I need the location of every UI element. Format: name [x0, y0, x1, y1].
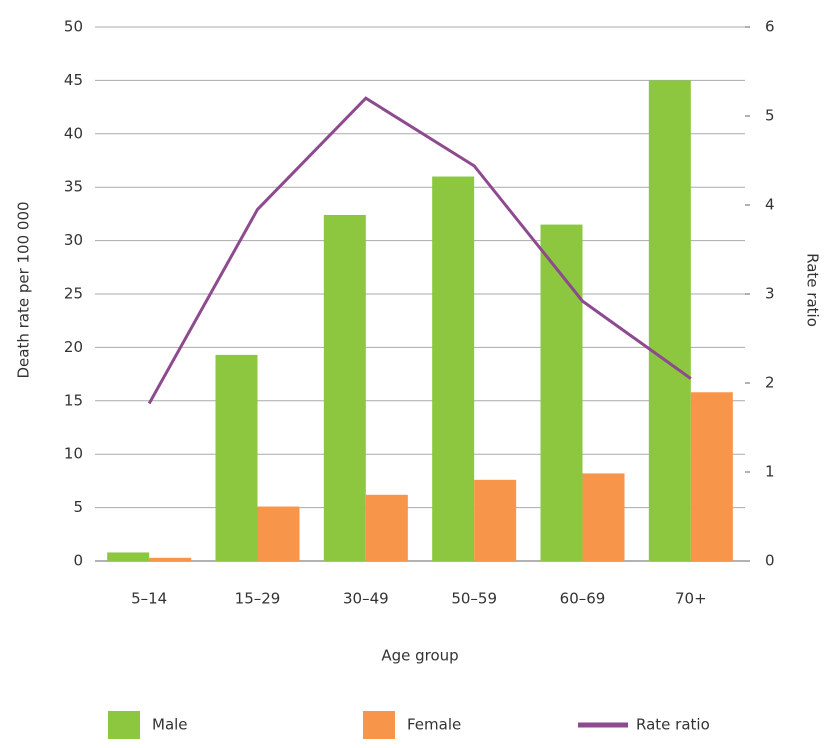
legend-swatch	[363, 711, 395, 739]
legend-label: Rate ratio	[636, 716, 710, 734]
y2-axis-label: Rate ratio	[804, 253, 822, 327]
x-tick-label: 15–29	[235, 590, 281, 608]
y-tick-label: 35	[64, 178, 83, 196]
bar	[257, 506, 300, 561]
bar	[582, 473, 625, 561]
legend-swatch	[108, 711, 140, 739]
legend-label: Male	[152, 716, 188, 734]
x-tick-label: 60–69	[560, 590, 606, 608]
y-tick-label: 5	[73, 498, 83, 516]
bar	[648, 80, 691, 562]
x-axis-label: Age group	[381, 647, 458, 665]
bar	[432, 176, 475, 561]
x-tick-label: 50–59	[451, 590, 497, 608]
bar	[215, 354, 258, 561]
y-tick-label: 15	[64, 391, 83, 409]
bar	[365, 494, 408, 561]
line-series	[147, 96, 692, 405]
bar	[149, 557, 192, 561]
y2-tick-label: 4	[765, 196, 775, 214]
y2-tick-label: 3	[765, 285, 775, 303]
x-tick-label: 5–14	[131, 590, 167, 608]
bar	[107, 552, 150, 561]
bar	[474, 479, 517, 561]
y-tick-label: 20	[64, 338, 83, 356]
y-tick-label: 10	[64, 445, 83, 463]
y-tick-label: 50	[64, 18, 83, 36]
y2-tick-label: 0	[765, 552, 775, 570]
y2-tick-label: 6	[765, 18, 775, 36]
bar	[540, 224, 583, 561]
y2-tick-label: 1	[765, 463, 775, 481]
y-tick-label: 30	[64, 231, 83, 249]
y-tick-label: 45	[64, 71, 83, 89]
bar	[690, 392, 733, 561]
y-tick-label: 0	[73, 552, 83, 570]
y2-tick-label: 2	[765, 374, 775, 392]
x-tick-label: 30–49	[343, 590, 389, 608]
legend-label: Female	[407, 716, 461, 734]
y2-tick-label: 5	[765, 107, 775, 125]
y-tick-label: 40	[64, 124, 83, 142]
x-tick-label: 70+	[675, 590, 707, 608]
y-axis-label: Death rate per 100 000	[15, 201, 33, 378]
bar	[323, 214, 366, 561]
y-tick-label: 25	[64, 285, 83, 303]
